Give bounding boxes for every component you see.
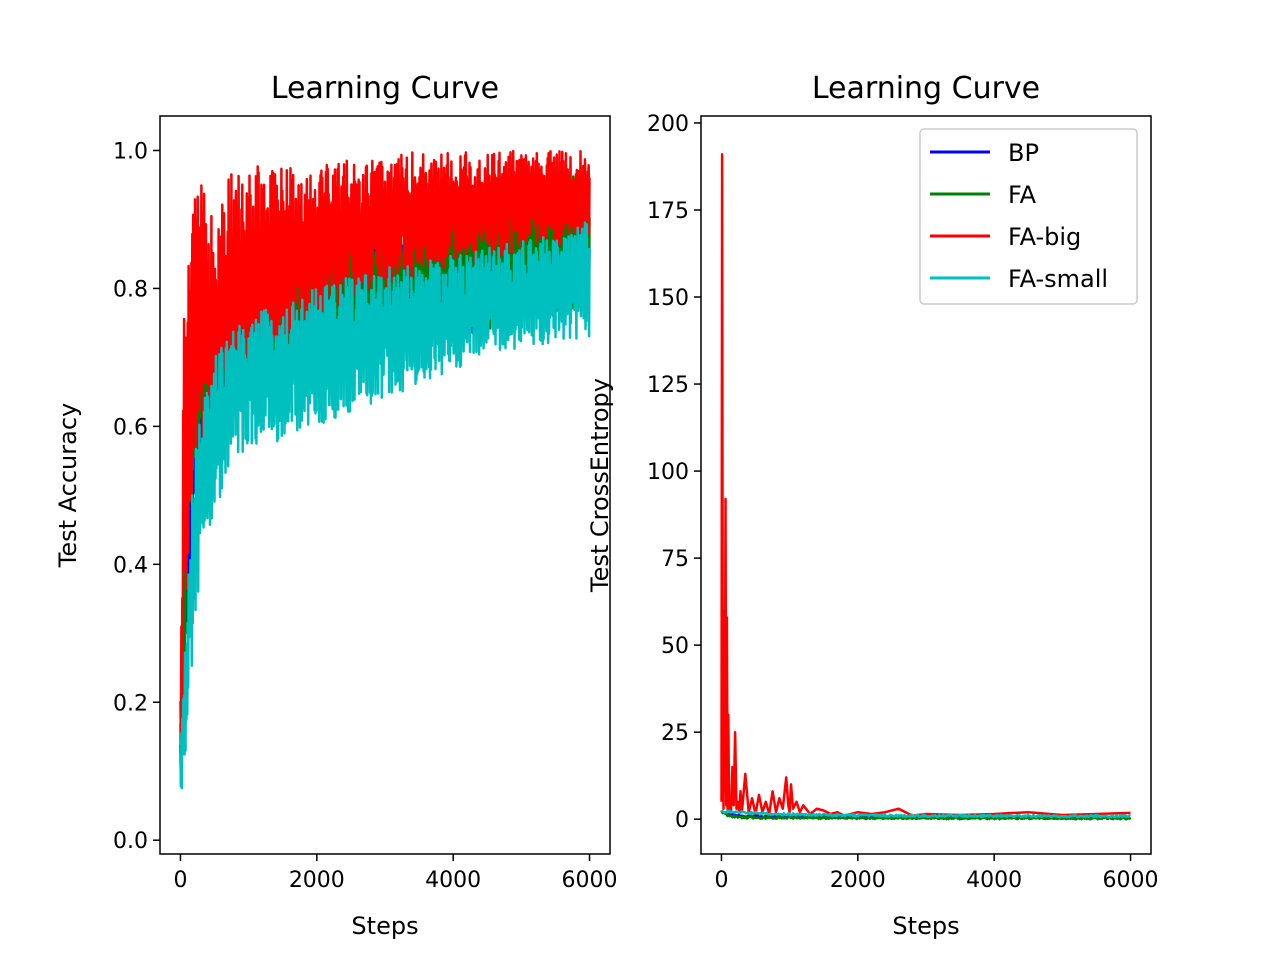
accuracy-y-tick-label: 0.8 (113, 277, 148, 302)
legend-label-fa-big: FA-big (1008, 223, 1081, 251)
crossentropy-axes-frame (700, 115, 1152, 855)
legend-label-fa: FA (1008, 181, 1037, 209)
accuracy-x-tick-label: 4000 (425, 868, 481, 893)
accuracy-y-tick-label: 1.0 (113, 139, 148, 164)
accuracy-x-axis-label: Steps (351, 912, 418, 940)
crossentropy-y-tick-label: 50 (661, 634, 689, 659)
accuracy-y-tick-label: 0.2 (113, 691, 148, 716)
crossentropy-y-ticks: 0 25 50 75 100 125 150 175 200 (647, 112, 701, 833)
crossentropy-plot-area (720, 153, 1132, 821)
accuracy-axes-frame (159, 115, 611, 855)
crossentropy-series-fa-small (720, 809, 1131, 819)
crossentropy-y-tick-label: 150 (647, 286, 689, 311)
crossentropy-y-tick-label: 25 (661, 721, 689, 746)
crossentropy-y-tick-label: 175 (647, 199, 689, 224)
crossentropy-y-tick-label: 0 (675, 808, 689, 833)
crossentropy-x-tick-label: 4000 (966, 868, 1022, 893)
crossentropy-x-tick-label: 0 (714, 868, 728, 893)
crossentropy-x-tick-label: 6000 (1103, 868, 1159, 893)
crossentropy-y-tick-label: 125 (647, 373, 689, 398)
crossentropy-panel: Learning Curve 0 2000 4000 6000 0 25 50 75 100 1… (586, 71, 1159, 940)
accuracy-chart-title: Learning Curve (271, 71, 499, 106)
legend: BP FA FA-big FA-small (919, 128, 1138, 305)
accuracy-y-tick-label: 0.4 (113, 553, 148, 578)
crossentropy-chart-title: Learning Curve (812, 71, 1040, 106)
legend-label-fa-small: FA-small (1008, 265, 1108, 293)
accuracy-x-ticks: 0 2000 4000 6000 (173, 854, 618, 893)
accuracy-x-tick-label: 2000 (289, 868, 345, 893)
crossentropy-y-axis-label: Test CrossEntropy (586, 378, 614, 593)
accuracy-y-ticks: 0.0 0.2 0.4 0.6 0.8 1.0 (113, 139, 160, 854)
crossentropy-x-axis-label: Steps (892, 912, 959, 940)
crossentropy-series-fa (720, 809, 1132, 821)
accuracy-y-tick-label: 0.6 (113, 415, 148, 440)
accuracy-panel: Learning Curve 0 2000 4000 6000 0.00.20.40.… (54, 71, 618, 940)
crossentropy-y-tick-label: 75 (661, 547, 689, 572)
accuracy-series-fa-big (179, 149, 591, 746)
legend-label-bp: BP (1008, 139, 1039, 167)
legend-box (919, 128, 1138, 305)
accuracy-y-tick-label: 0.0 (113, 829, 148, 854)
crossentropy-x-ticks: 0 2000 4000 6000 (714, 854, 1159, 893)
crossentropy-y-tick-label: 100 (647, 460, 689, 485)
accuracy-series-fa-small (179, 221, 591, 790)
accuracy-y-axis-label: Test Accuracy (54, 403, 82, 568)
crossentropy-x-tick-label: 2000 (830, 868, 886, 893)
crossentropy-y-tick-label: 200 (647, 112, 689, 137)
accuracy-plot-area (179, 149, 591, 790)
accuracy-x-tick-label: 6000 (562, 868, 618, 893)
accuracy-x-tick-label: 0 (173, 868, 187, 893)
